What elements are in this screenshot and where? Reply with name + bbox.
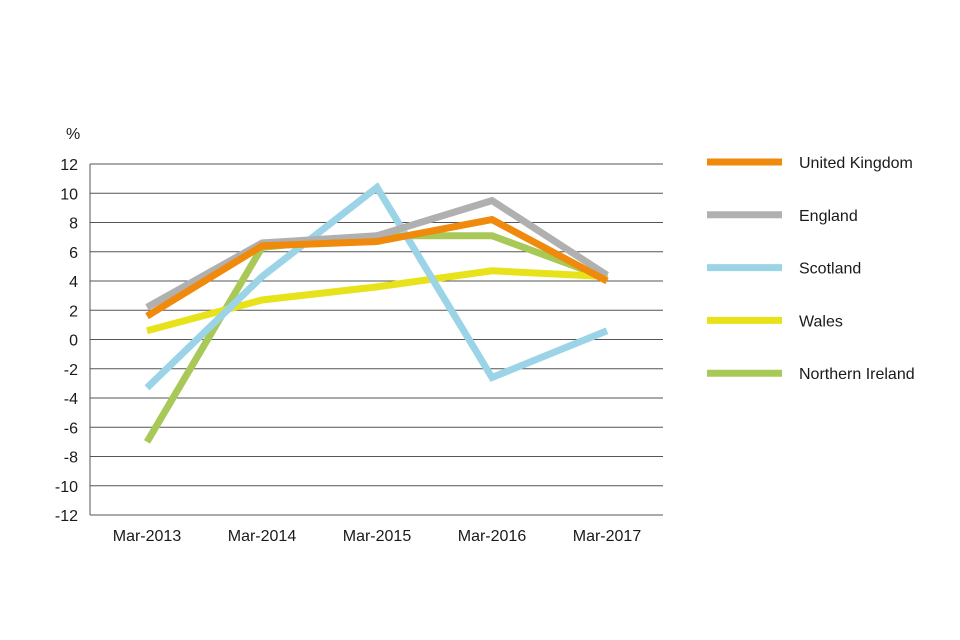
y-tick-label: 4 [69, 274, 78, 291]
x-tick-label: Mar-2014 [228, 528, 297, 545]
legend-item-england: England [707, 208, 858, 225]
legend-item-united-kingdom: United Kingdom [707, 155, 913, 172]
legend-label: Northern Ireland [799, 366, 915, 383]
y-tick-label: 6 [69, 245, 78, 262]
legend: United Kingdom England Scotland Wales Northe… [707, 155, 915, 383]
y-tick-label: 2 [69, 303, 78, 320]
y-axis-unit-label: % [66, 126, 80, 143]
grid-lines [89, 163, 663, 516]
legend-label: United Kingdom [799, 155, 913, 172]
y-tick-label: 12 [60, 157, 78, 174]
legend-label: Wales [799, 313, 843, 330]
legend-item-scotland: Scotland [707, 261, 861, 278]
x-tick-label: Mar-2017 [573, 528, 642, 545]
y-tick-label: -8 [64, 450, 78, 467]
y-tick-label: -10 [55, 479, 78, 496]
legend-label: England [799, 208, 858, 225]
y-tick-label: 10 [60, 186, 78, 203]
x-tick-label: Mar-2013 [113, 528, 182, 545]
series-line-scotland [144, 182, 609, 391]
x-axis-tick-labels: Mar-2013 Mar-2014 Mar-2015 Mar-2016 Mar-2017 [113, 528, 642, 545]
legend-item-wales: Wales [707, 313, 843, 330]
y-tick-label: -4 [64, 391, 78, 408]
legend-label: Scotland [799, 261, 861, 278]
y-axis-tick-labels: 12 10 8 6 4 2 0 -2 -4 -6 -8 -10 -12 [55, 157, 78, 525]
series-lines [143, 182, 609, 444]
y-tick-label: 8 [69, 216, 78, 233]
x-tick-label: Mar-2015 [343, 528, 412, 545]
series-line-england [145, 196, 609, 311]
legend-item-northern-ireland: Northern Ireland [707, 366, 915, 383]
y-tick-label: -6 [64, 420, 78, 437]
series-line-united-kingdom [145, 215, 609, 320]
x-tick-label: Mar-2016 [458, 528, 527, 545]
y-tick-label: -2 [64, 362, 78, 379]
y-tick-label: -12 [55, 508, 78, 525]
y-tick-label: 0 [69, 333, 78, 350]
